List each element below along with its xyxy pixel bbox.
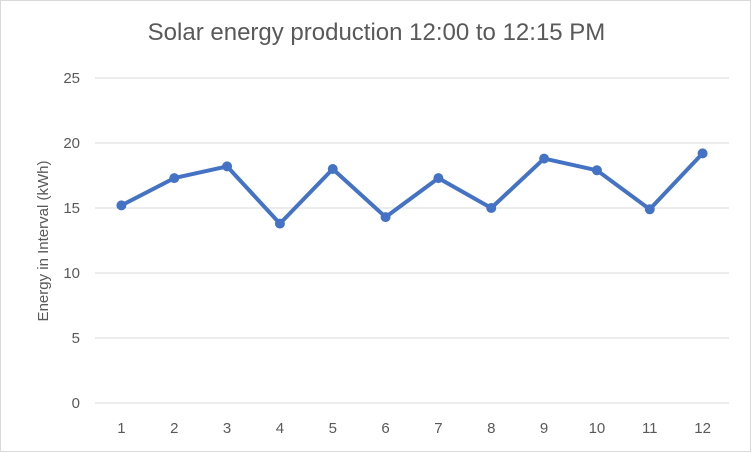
y-tick-label: 0: [72, 395, 80, 412]
data-point: [697, 148, 708, 159]
data-point: [644, 204, 655, 215]
x-tick-label: 9: [540, 420, 548, 437]
data-point: [116, 200, 127, 211]
x-tick-label: 7: [434, 420, 442, 437]
series-layer: [116, 148, 708, 229]
y-tick-label: 10: [63, 265, 80, 282]
data-point: [380, 212, 391, 223]
data-point: [327, 164, 338, 174]
x-axis-ticks: 1 2 3 4 5 6 7 8 9 10 11 12: [117, 420, 711, 437]
data-point: [222, 161, 233, 172]
x-tick-label: 10: [589, 420, 606, 437]
series-line: [119, 151, 705, 226]
y-axis-ticks: 0 5 10 15 20 25: [63, 70, 80, 412]
data-point: [433, 173, 444, 184]
x-tick-label: 3: [223, 420, 231, 437]
x-tick-label: 5: [329, 420, 337, 437]
data-point: [591, 165, 602, 176]
gridlines: [95, 77, 729, 404]
data-point: [486, 203, 497, 213]
x-tick-label: 4: [276, 420, 284, 437]
chart-title: Solar energy production 12:00 to 12:15 P…: [147, 19, 606, 46]
y-axis-label: Energy in Interval (kWh): [35, 161, 52, 322]
y-tick-label: 5: [72, 330, 80, 347]
y-tick-label: 15: [63, 200, 80, 217]
x-tick-label: 2: [170, 420, 178, 437]
x-tick-label: 8: [487, 420, 495, 437]
y-tick-label: 20: [63, 135, 80, 152]
x-tick-label: 1: [117, 420, 125, 437]
data-point: [539, 153, 550, 164]
data-point: [169, 173, 180, 184]
data-point: [274, 218, 285, 229]
x-tick-label: 6: [381, 420, 389, 437]
x-tick-label: 12: [694, 420, 711, 437]
x-tick-label: 11: [642, 420, 658, 437]
y-tick-label: 25: [63, 70, 80, 87]
